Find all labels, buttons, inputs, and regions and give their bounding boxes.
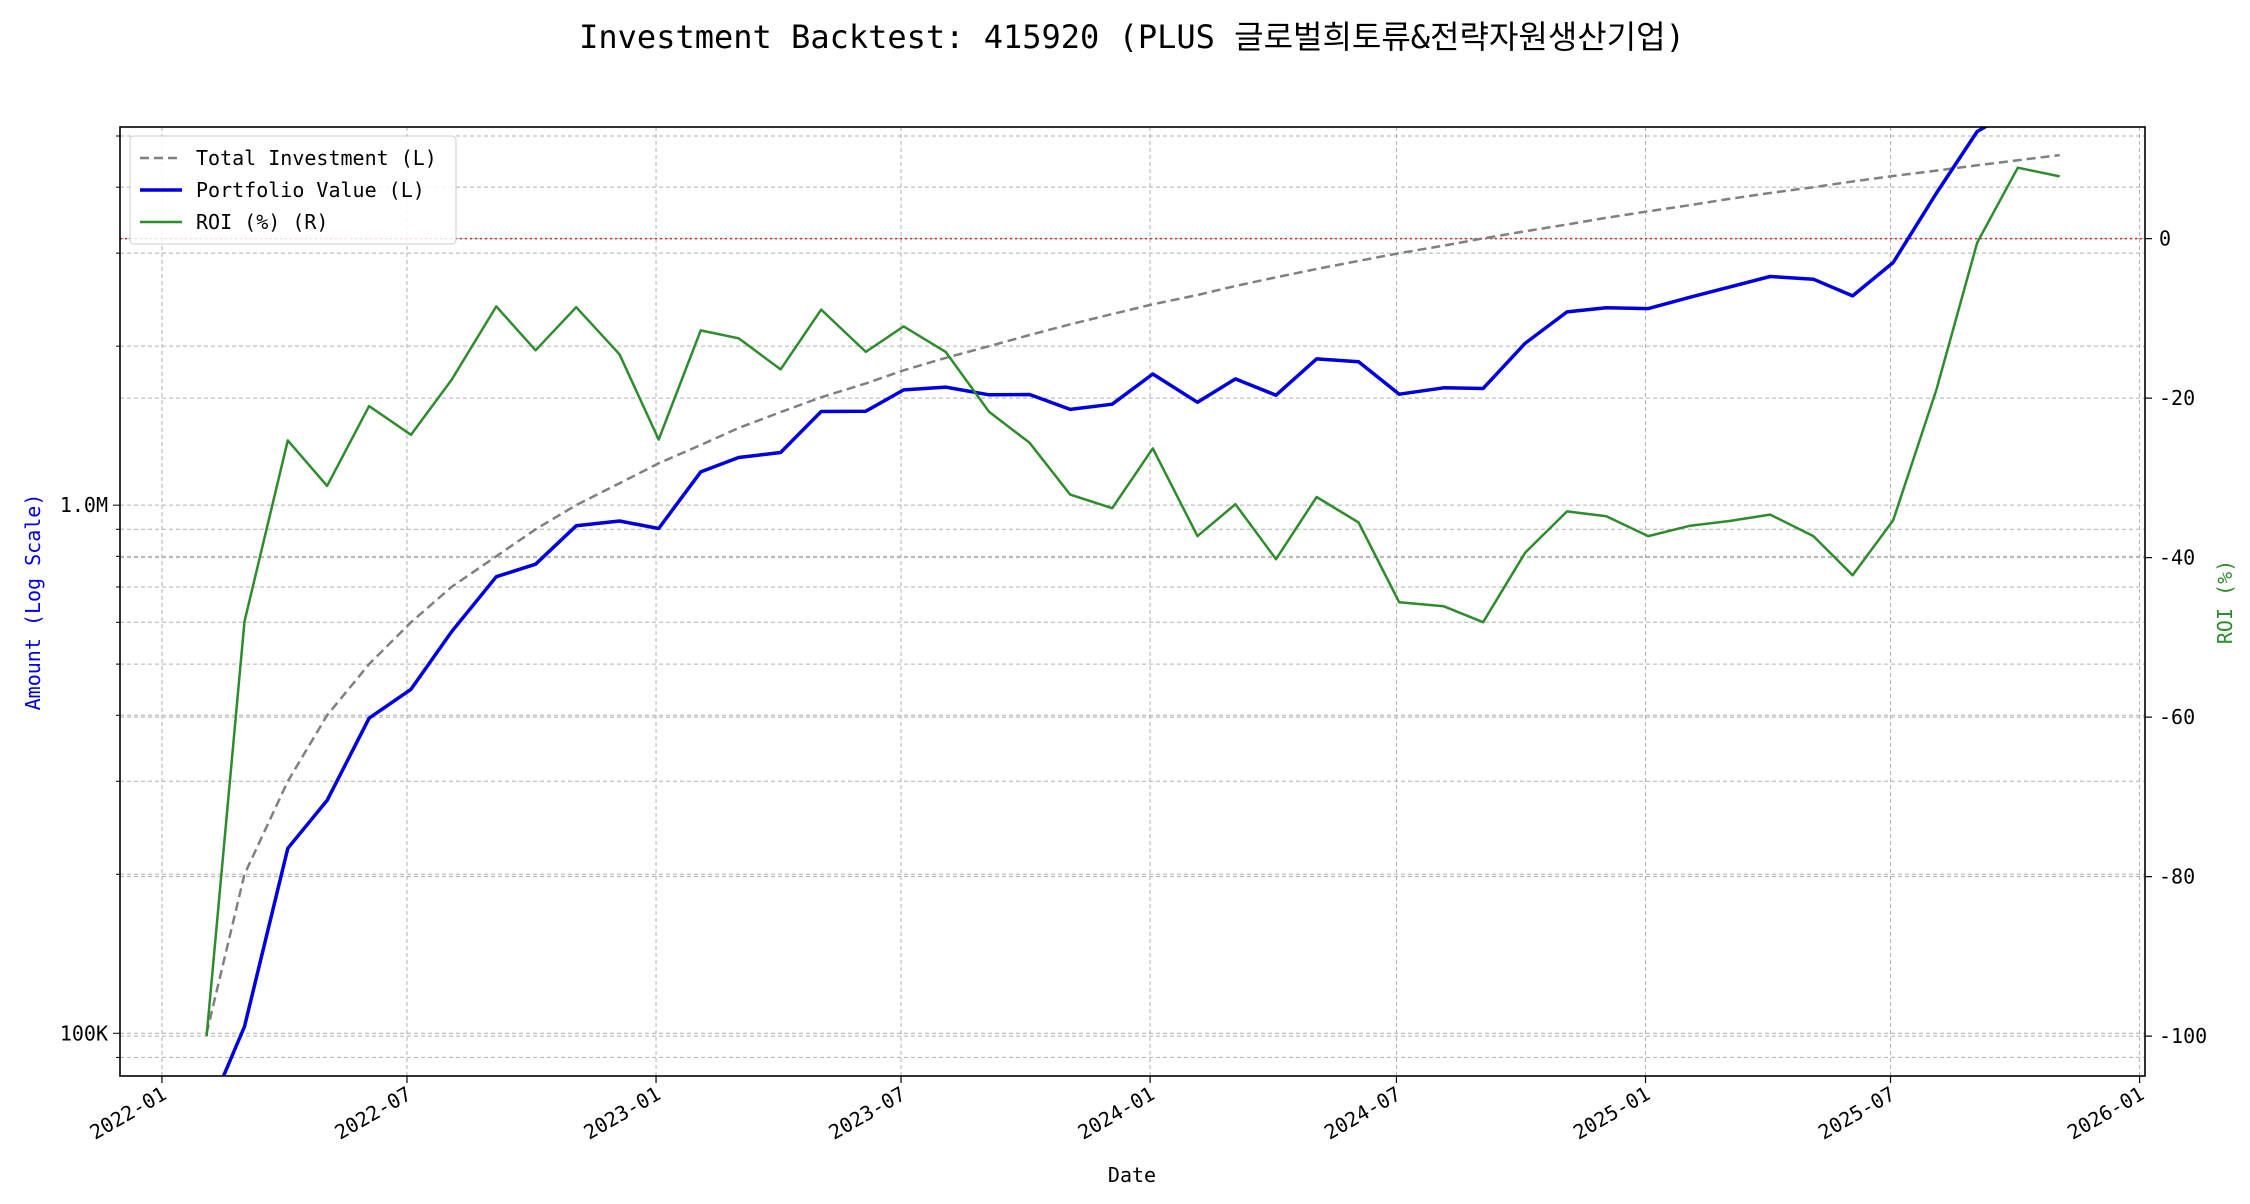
- x-tick-label: 2025-07: [1814, 1082, 1899, 1145]
- y-right-tick-label: -60: [2159, 705, 2195, 729]
- x-tick-label: 2023-07: [825, 1082, 910, 1145]
- axes: 2022-01 2022-07 2023-01 2023-07 2024-01 2024-…: [60, 126, 2207, 1145]
- x-tick-label: 2022-07: [330, 1082, 415, 1145]
- x-tick-label: 2022-01: [85, 1082, 170, 1145]
- legend: Total Investment (L) Portfolio Value (L) R…: [129, 135, 457, 245]
- x-tick-label: 2026-01: [2063, 1082, 2148, 1145]
- x-tick-label: 2024-01: [1074, 1082, 1159, 1145]
- legend-label: Total Investment (L): [196, 146, 437, 170]
- y-right-tick-label: -100: [2159, 1024, 2207, 1048]
- y-right-tick-label: -80: [2159, 865, 2195, 889]
- legend-box: [129, 135, 457, 245]
- series-line-portfolio-value-l: [221, 127, 1989, 1076]
- y-right-tick-label: -40: [2159, 546, 2195, 570]
- series-layer: [120, 127, 2145, 1076]
- y-right-tick-label: 0: [2159, 227, 2171, 251]
- plot-frame: [119, 126, 2146, 1077]
- series-line-roi-r: [205, 166, 2060, 1037]
- chart-title: Investment Backtest: 415920 (PLUS 글로벌희토류…: [579, 18, 1685, 56]
- y-left-tick-label: 1.0M: [60, 493, 108, 517]
- x-axis-label: Date: [1108, 1163, 1156, 1187]
- x-tick-label: 2025-01: [1569, 1082, 1654, 1145]
- y-axis-left-label: Amount (Log Scale): [21, 494, 45, 711]
- x-tick-label: 2023-01: [580, 1082, 665, 1145]
- y-right-tick-label: -20: [2159, 386, 2195, 410]
- legend-label: ROI (%) (R): [196, 210, 328, 234]
- y-left-tick-label: 100K: [60, 1021, 108, 1045]
- grid: [120, 127, 2145, 1076]
- x-tick-label: 2024-07: [1320, 1082, 1405, 1145]
- y-axis-right-label: ROI (%): [2213, 560, 2237, 644]
- series-line-total-investment-l: [205, 153, 2060, 1034]
- legend-label: Portfolio Value (L): [196, 178, 425, 202]
